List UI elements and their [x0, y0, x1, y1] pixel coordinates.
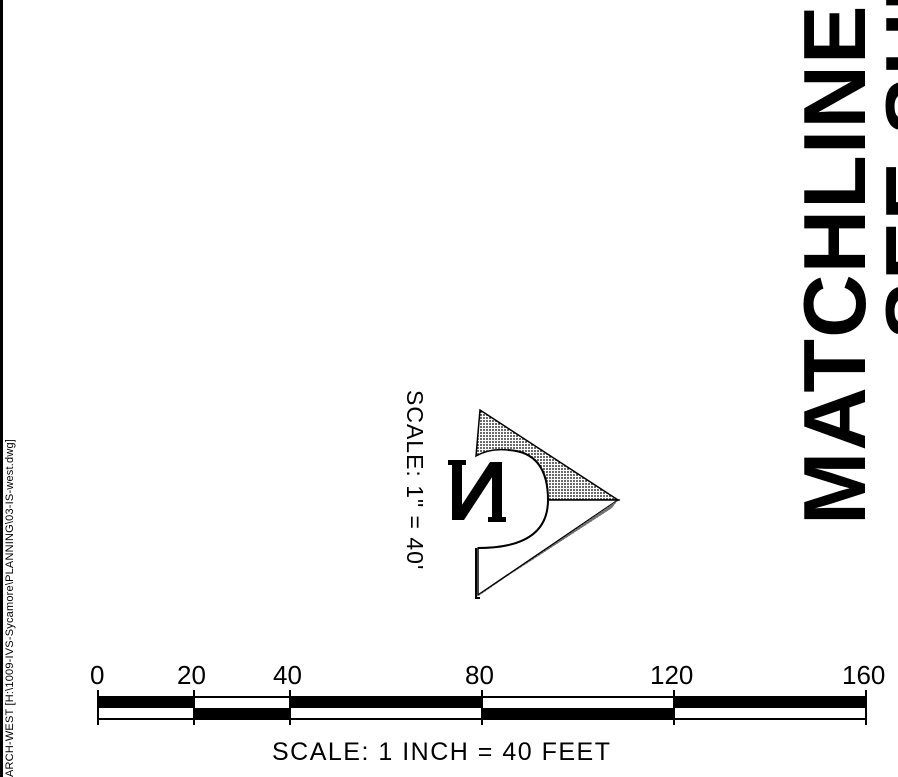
north-arrow-arc: [477, 449, 550, 549]
scale-bar-segment: [482, 708, 674, 719]
scale-caption: SCALE: 1 INCH = 40 FEET: [272, 738, 612, 766]
scale-bar-segment: [290, 697, 482, 708]
scale-tick-label: 160: [842, 660, 886, 690]
north-arrow-scale-label: SCALE: 1" = 40': [402, 390, 428, 571]
scale-tick-label: 80: [465, 660, 494, 690]
scale-tick-label: 120: [650, 660, 694, 690]
scale-tick-label: 40: [273, 660, 302, 690]
scale-bar: [97, 690, 867, 725]
scale-tick-label: 0: [90, 660, 105, 690]
scale-tick-label: 20: [177, 660, 206, 690]
scale-bar-segment: [674, 697, 866, 708]
north-letter-n: [448, 460, 506, 522]
sheet-border-left: [0, 0, 3, 777]
scale-bar-segment: [98, 697, 194, 708]
scale-bar-segment: [194, 708, 290, 719]
